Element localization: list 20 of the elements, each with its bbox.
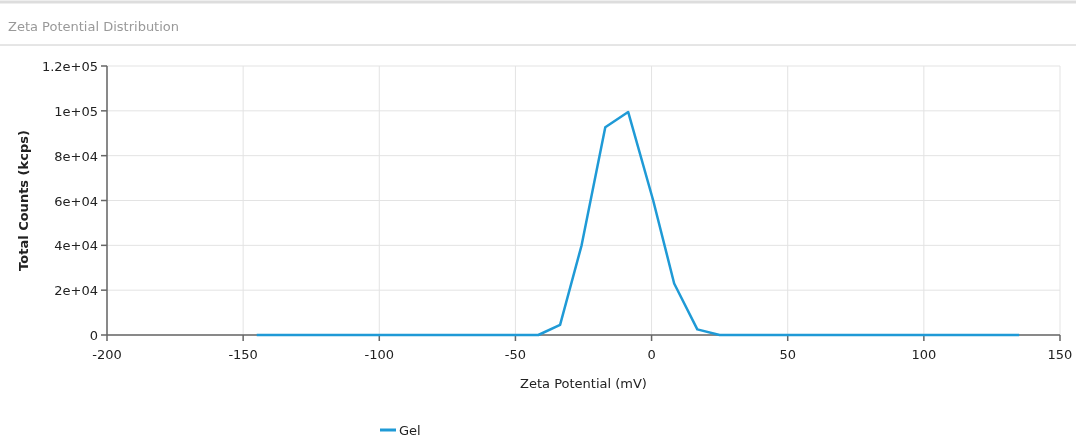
y-tick-label: 8e+04 <box>54 148 98 164</box>
line-series <box>255 110 1021 337</box>
y-axis-title: Total Counts (kcps) <box>16 130 31 271</box>
x-axis-title: Zeta Potential (mV) <box>520 376 647 391</box>
x-tick-label: -150 <box>228 347 258 362</box>
y-tick-label: 2e+04 <box>54 283 98 299</box>
legend-label: Gel <box>399 423 421 438</box>
x-tick-label: 100 <box>911 347 937 362</box>
x-tick-label: 150 <box>1047 347 1073 362</box>
x-tick-label: 50 <box>779 347 796 362</box>
y-tick-label: 0 <box>89 328 98 343</box>
y-tick-label: 4e+04 <box>54 238 98 254</box>
x-tick-label: 0 <box>647 347 656 362</box>
x-tick-label: -200 <box>92 347 122 362</box>
x-tick-label: -50 <box>504 347 527 362</box>
x-tick-label: -100 <box>364 347 395 362</box>
y-tick-label: 1e+05 <box>54 103 98 119</box>
y-tick-label: 1.2e+05 <box>41 59 98 74</box>
chart-title: Zeta Potential Distribution <box>8 19 180 34</box>
y-tick-label: 6e+04 <box>54 193 98 209</box>
